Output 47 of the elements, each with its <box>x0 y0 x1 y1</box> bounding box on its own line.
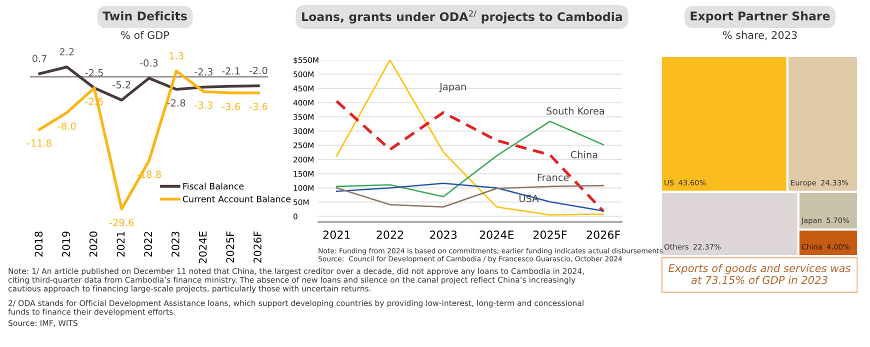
x-tick-label: 2023 <box>430 230 457 239</box>
data-label: 1.3 <box>170 52 184 60</box>
x-tick-label: 2025F <box>226 231 234 263</box>
x-tick-label: 2019 <box>62 232 70 257</box>
line-series <box>336 184 604 208</box>
x-tick-label: 2020 <box>89 232 98 257</box>
x-tick-label: 2026F <box>254 231 262 263</box>
x-tick-label: 2026F <box>586 230 620 239</box>
data-label: -11.8 <box>27 139 52 147</box>
line-series <box>336 60 604 216</box>
x-tick-label: 2021 <box>116 232 125 257</box>
data-label: -3.6 <box>249 102 268 110</box>
x-tick-label: 2021 <box>323 230 350 239</box>
x-tick-label: 2022 <box>376 230 404 239</box>
x-tick-label: 2024E <box>480 230 514 239</box>
data-label: 2.2 <box>60 48 74 56</box>
x-tick-label: 2018 <box>34 232 43 257</box>
chart-subtitle: % of GDP <box>121 30 170 40</box>
data-label: -29.6 <box>110 218 134 226</box>
annotation: France <box>538 174 569 182</box>
data-label: -8.0 <box>58 122 76 130</box>
data-label: -3.3 <box>194 101 212 109</box>
data-label: -3.6 <box>222 102 240 110</box>
x-tick-label: 2023 <box>172 232 180 257</box>
text: Export Partner Share <box>690 11 830 23</box>
x-tick-label: 2024E <box>198 232 207 264</box>
text: Exports of goods and services was at 73.15% of GDP in 2023 <box>668 264 851 284</box>
data-label: -0.3 <box>140 59 158 67</box>
annotation: China <box>570 150 598 158</box>
legend-label: Current Account Balance <box>182 196 291 202</box>
annotation: Japan <box>439 83 466 92</box>
data-label: -5.2 <box>112 81 130 88</box>
annotation: South Korea <box>546 107 604 115</box>
line-series <box>335 100 605 213</box>
line-series <box>336 182 604 212</box>
data-label: -2.1 <box>222 67 240 74</box>
chart-title: Loans, grants under ODA$^{2/}$ projects to Cambodia <box>302 10 622 24</box>
annotation: USA <box>519 194 539 202</box>
x-tick-label: 2025F <box>533 230 567 239</box>
data-label: 0.7 <box>32 54 46 62</box>
x-tick-label: 2022 <box>144 232 152 257</box>
data-label: -2.5 <box>85 69 103 76</box>
data-label: -2.3 <box>194 68 212 76</box>
data-label: -2.0 <box>249 66 268 74</box>
chart-title: Twin Deficits <box>102 11 187 20</box>
legend-label: Fiscal Balance <box>183 182 244 190</box>
text: % share, 2023 <box>722 30 797 40</box>
